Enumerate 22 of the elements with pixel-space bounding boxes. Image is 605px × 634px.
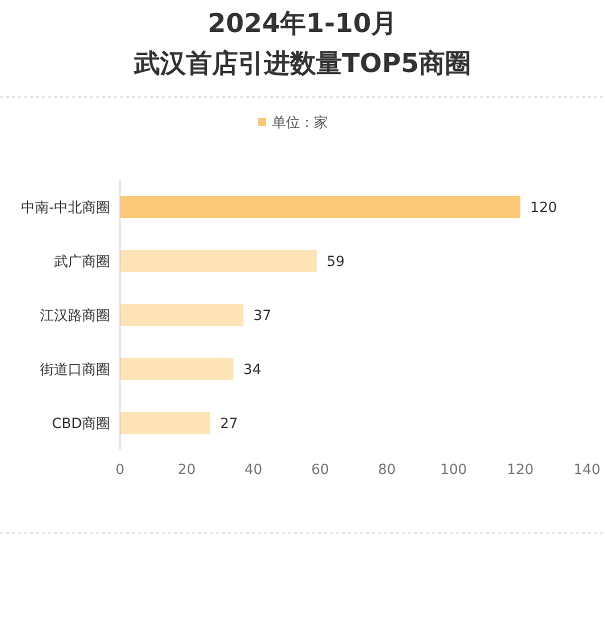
data-label: 59 xyxy=(326,254,345,270)
x-tick-label: 80 xyxy=(378,462,396,478)
x-tick-label: 120 xyxy=(506,462,534,478)
x-tick-label: 20 xyxy=(178,462,196,478)
legend: 单位：家 xyxy=(258,115,328,131)
data-label: 34 xyxy=(243,362,262,378)
chart-subtitle: 武汉首店引进数量TOP5商圈 xyxy=(133,49,471,79)
data-label: 37 xyxy=(253,308,272,324)
x-tick-label: 100 xyxy=(440,462,467,478)
y-tick-label: 中南-中北商圈 xyxy=(20,200,110,216)
y-tick-label: 街道口商圈 xyxy=(40,362,110,378)
data-label: 120 xyxy=(530,200,558,216)
y-tick-label: CBD商圈 xyxy=(52,416,110,432)
x-tick-label: 40 xyxy=(244,462,262,478)
legend-label: 单位：家 xyxy=(272,115,328,131)
y-tick-label: 江汉路商圈 xyxy=(40,308,110,324)
data-label: 27 xyxy=(220,416,238,432)
chart-title: 2024年1-10月 xyxy=(208,9,398,39)
x-tick-label: 140 xyxy=(574,462,600,478)
x-tick-label: 0 xyxy=(116,462,124,478)
x-tick-label: 60 xyxy=(311,462,330,478)
y-tick-label: 武广商圈 xyxy=(54,254,110,270)
